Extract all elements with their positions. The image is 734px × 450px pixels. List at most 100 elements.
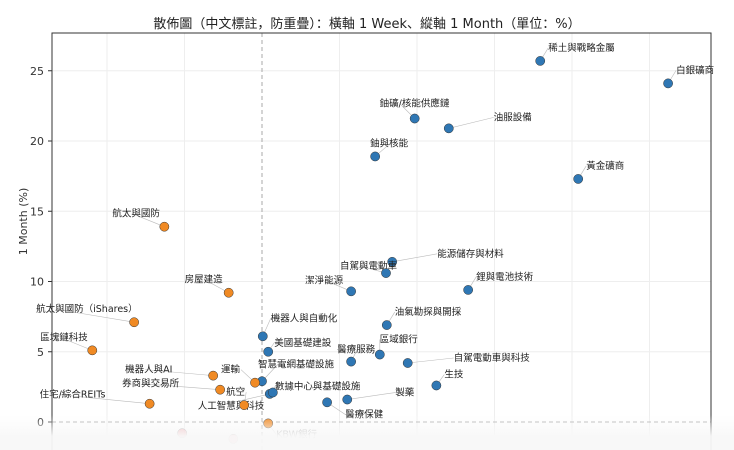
data-point bbox=[257, 331, 268, 342]
point-label: 美國基礎建設 bbox=[274, 337, 332, 349]
data-point bbox=[208, 370, 219, 381]
y-axis-label: 1 Month (%) bbox=[17, 188, 30, 256]
data-point bbox=[322, 397, 332, 408]
point-label: 生技 bbox=[444, 368, 464, 380]
data-point bbox=[381, 268, 391, 278]
data-point bbox=[409, 113, 420, 124]
data-point bbox=[87, 345, 98, 356]
data-point bbox=[663, 78, 673, 89]
data-point-group: 航空 bbox=[226, 386, 250, 410]
leader-line bbox=[132, 213, 165, 227]
data-point bbox=[268, 387, 278, 398]
bottom-fade bbox=[0, 415, 734, 450]
point-label: 鋰與電池技術 bbox=[476, 271, 534, 283]
data-point-group: 區塊鏈科技 bbox=[40, 331, 98, 356]
y-tick-label: 10 bbox=[30, 276, 44, 289]
data-point-group: 醫療服務 bbox=[337, 344, 376, 367]
data-point bbox=[431, 380, 442, 391]
data-point bbox=[573, 174, 584, 184]
point-label: 醫療服務 bbox=[337, 344, 376, 356]
data-point-group: 能源儲存與材料 bbox=[387, 248, 504, 267]
y-tick-label: 20 bbox=[30, 135, 44, 148]
point-label: 鈾礦/核能供應鏈 bbox=[380, 98, 450, 110]
point-label: 機器人與自動化 bbox=[271, 312, 338, 324]
data-point bbox=[387, 256, 398, 267]
data-point-group: 航太與國防 bbox=[112, 208, 170, 232]
leader-line bbox=[448, 117, 494, 129]
data-point bbox=[402, 358, 413, 368]
data-point-group: 房屋建造 bbox=[185, 274, 234, 298]
data-point-group: 美國基礎建設 bbox=[263, 337, 332, 357]
leader-line bbox=[60, 337, 93, 351]
point-label: 製藥 bbox=[395, 387, 415, 399]
point-label: 航太與國防 bbox=[112, 208, 160, 220]
data-point-group: 製藥 bbox=[342, 387, 415, 405]
point-label: 機器人與AI bbox=[125, 364, 172, 376]
data-point-group: 潔淨能源 bbox=[305, 274, 356, 297]
point-label: 區域銀行 bbox=[380, 334, 419, 346]
data-point-group: 鈾礦/核能供應鏈 bbox=[380, 98, 450, 124]
data-point-group: 稀土與戰略金屬 bbox=[535, 42, 615, 66]
data-point-group: 自駕與電動車 bbox=[340, 260, 398, 278]
data-point-group: 住宅/綜合REITs bbox=[40, 389, 155, 409]
data-point-group: 機器人與自動化 bbox=[257, 312, 338, 342]
data-point bbox=[381, 320, 392, 330]
point-label: 區塊鏈科技 bbox=[40, 331, 88, 343]
data-point bbox=[159, 221, 170, 232]
point-label: 智慧電網基礎設施 bbox=[258, 358, 335, 370]
data-point bbox=[342, 394, 353, 405]
y-tick-label: 5 bbox=[37, 346, 44, 359]
data-point bbox=[346, 286, 356, 297]
data-point-group: 油服設備 bbox=[443, 111, 532, 134]
data-point bbox=[250, 377, 260, 388]
data-point-group: 鈾與核能 bbox=[370, 137, 409, 162]
data-point bbox=[129, 317, 139, 328]
point-label: 自駕電動車與科技 bbox=[454, 352, 531, 364]
data-point-group: 數據中心與基礎設施 bbox=[268, 380, 361, 398]
data-point bbox=[535, 56, 546, 66]
data-point-group: 區域銀行 bbox=[374, 334, 419, 360]
data-point-group: 自駕電動車與科技 bbox=[402, 352, 531, 368]
point-label: 油氣勘探與開採 bbox=[395, 306, 462, 318]
point-label: 白銀礦商 bbox=[676, 64, 714, 76]
data-point bbox=[346, 356, 356, 367]
leader-line bbox=[347, 392, 396, 400]
point-label: 潔淨能源 bbox=[305, 274, 344, 286]
point-label: 房屋建造 bbox=[185, 274, 224, 286]
data-point-group: 生技 bbox=[431, 368, 464, 391]
data-point-group: 航太與國防（iShares） bbox=[36, 303, 139, 328]
point-label: 鈾與核能 bbox=[370, 137, 409, 149]
point-label: 油服設備 bbox=[494, 111, 532, 123]
data-point bbox=[443, 123, 454, 134]
leader-line bbox=[392, 253, 438, 263]
point-label: 數據中心與基礎設施 bbox=[275, 380, 361, 392]
y-tick-label: 25 bbox=[30, 65, 44, 78]
leader-line bbox=[145, 369, 214, 376]
leader-line bbox=[407, 357, 454, 364]
data-point-group: 券商與交易所 bbox=[122, 378, 225, 395]
leader-line bbox=[217, 393, 270, 407]
point-label: 稀土與戰略金屬 bbox=[548, 42, 615, 54]
data-point bbox=[144, 398, 155, 409]
point-label: 自駕與電動車 bbox=[340, 260, 398, 272]
leader-line bbox=[59, 394, 150, 405]
point-label: 黃金礦商 bbox=[586, 160, 624, 172]
leader-line bbox=[56, 308, 135, 323]
data-point bbox=[370, 151, 380, 162]
point-label: 航太與國防（iShares） bbox=[36, 303, 138, 315]
point-label: 能源儲存與材料 bbox=[437, 248, 504, 260]
data-point-group: 機器人與AI bbox=[125, 364, 219, 381]
data-point-group: 運輸 bbox=[221, 364, 260, 388]
leader-line bbox=[142, 383, 221, 390]
point-label: 人工智慧與科技 bbox=[198, 400, 265, 412]
data-point-group: 油氣勘探與開採 bbox=[381, 306, 462, 330]
data-point bbox=[239, 400, 250, 410]
point-label: 航空 bbox=[226, 386, 245, 398]
point-label: 運輸 bbox=[221, 364, 241, 376]
point-label: 券商與交易所 bbox=[122, 378, 180, 390]
y-tick-label: 15 bbox=[30, 205, 44, 218]
data-point bbox=[463, 285, 473, 295]
data-point-group: 白銀礦商 bbox=[663, 64, 714, 89]
data-point bbox=[374, 349, 385, 360]
